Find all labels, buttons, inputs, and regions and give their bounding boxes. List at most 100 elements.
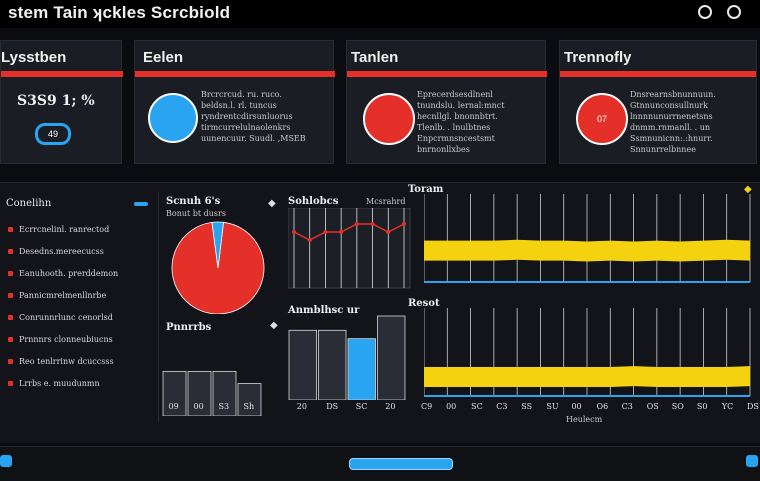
sidebar-item[interactable]: Ecrrcnelinl. ranrectod (0, 218, 158, 240)
card-accent-bar (347, 71, 547, 77)
trennofly-card[interactable]: Trennofly 07 Dnsrearnsbnunnuun. Gtnnunco… (559, 40, 757, 164)
red-status-circle: 07 (576, 93, 628, 145)
sidebar-item[interactable]: Pannicmrelmenllnrbe (0, 284, 158, 306)
card-line: tirmcurrelulnaolenkrs (201, 123, 291, 132)
bar[interactable] (377, 315, 406, 400)
bar[interactable] (162, 370, 187, 416)
gantt-bottom-chart[interactable] (424, 308, 752, 400)
gantt-bottom-ticks: C9 00 SC C3 SS SU 00 O6 C3 OS SO S0 YC DS (421, 402, 759, 414)
sidebar-item-label: Lrrbs e. muudunmn (19, 378, 100, 388)
pie-slice-main[interactable] (171, 221, 265, 314)
card-line: tnundslu. lernal:mnct (417, 101, 505, 110)
bar-tick-label: SC (355, 402, 368, 411)
pie-chart-title: Scnuh 6's (166, 196, 221, 207)
window-circle-icon[interactable] (698, 5, 712, 19)
card-title: Lysstben (1, 49, 67, 66)
series-band[interactable] (424, 239, 750, 262)
axis-tick-label: OS (646, 402, 659, 411)
axis-tick-label: SS (521, 402, 533, 411)
scrollbar-thumb[interactable] (349, 458, 453, 470)
line-point[interactable] (370, 222, 375, 226)
sidebar-item-label: Prnnnrs clonneubiucns (19, 334, 113, 344)
sidebar-item-label: Eanuhooth. prerddemon (19, 268, 119, 278)
left-scroll-button[interactable] (0, 455, 12, 467)
sidebar-item-label: Pannicmrelmenllnrbe (19, 290, 107, 300)
pie-chart-subtitle: Bonut bt dusrs (166, 209, 226, 218)
card-text-block: Dnsrearnsbnunnuun. Gtnnunconsullnurk lnn… (630, 89, 716, 155)
bullet-icon (8, 226, 13, 232)
axis-tick-label: C3 (621, 402, 633, 411)
sidebar: Conelihn Ecrrcnelinl. ranrectod Desedns.… (0, 192, 159, 422)
bar-chart-left[interactable] (162, 334, 270, 416)
bar[interactable] (347, 338, 376, 400)
axis-tick-label: C3 (496, 402, 508, 411)
card-title: Eelen (143, 49, 184, 66)
card-line: Eprecerdsesdlnenl (417, 90, 493, 99)
card-line: Tlenlb. . lnulbtnes (417, 123, 491, 132)
card-line: hecnllgl. bnonnbtrt. (417, 112, 498, 121)
status-badge[interactable]: 49 (35, 123, 71, 145)
line-chart[interactable] (288, 208, 412, 290)
bar[interactable] (318, 329, 347, 400)
diamond-icon[interactable]: ◆ (268, 198, 276, 209)
system-card[interactable]: Lysstben S3S9 1; % 49 (0, 40, 123, 164)
sidebar-item[interactable]: Reo tenlrrinw dcuccsss (0, 350, 158, 372)
card-line: beldsn.l. rl. tuncus (201, 101, 277, 110)
axis-tick-label: 00 (571, 402, 582, 411)
axis-tick-label: YC (721, 402, 734, 411)
sidebar-item[interactable]: Conrunnrlunc cenorlsd (0, 306, 158, 328)
eelen-card[interactable]: Eelen Brcrcrcud. ru. ruco. beldsn.l. rl.… (134, 40, 335, 164)
bullet-icon (8, 380, 13, 386)
bar[interactable] (212, 370, 237, 416)
sidebar-item[interactable]: Prnnnrs clonneubiucns (0, 328, 158, 350)
gantt-bottom-xlabel: Heulecm (566, 415, 603, 424)
axis-tick-label: O6 (596, 402, 609, 411)
card-text-block: Eprecerdsesdlnenl tnundslu. lernal:mnct … (417, 89, 504, 155)
pie-chart[interactable] (166, 218, 270, 314)
sidebar-title: Conelihn (6, 198, 52, 209)
bar[interactable] (288, 329, 317, 400)
sidebar-list: Ecrrcnelinl. ranrectod Desedns.mereecucs… (0, 218, 158, 394)
sidebar-item-label: Desedns.mereecucss (19, 246, 104, 256)
line-point[interactable] (402, 222, 406, 226)
toggle-icon[interactable] (134, 202, 148, 206)
bar-tick-label: 09 (168, 402, 179, 411)
line-point[interactable] (292, 230, 296, 234)
axis-tick-label: DS (747, 402, 759, 411)
app-title: stem Tain ʞckles Scrcbiold (8, 3, 231, 22)
bar[interactable] (187, 370, 212, 416)
card-title: Trennofly (564, 49, 632, 66)
bar-tick-label: 20 (296, 402, 307, 411)
card-line: uunencuur. Suudl. ,MSEB (201, 134, 306, 143)
bar-tick-label: 20 (385, 402, 396, 411)
diamond-icon[interactable]: ◆ (270, 320, 278, 331)
line-chart-legend: Mcsrahrd (366, 197, 406, 206)
gantt-top-chart[interactable] (424, 194, 752, 286)
sidebar-item[interactable]: Lrrbs e. muudunmn (0, 372, 158, 394)
card-line: Dnsrearnsbnunnuun. (630, 90, 716, 99)
pie-slice-minor[interactable] (211, 221, 224, 269)
red-status-circle (363, 93, 415, 145)
card-line: Enpcrmnsncestsmt (417, 134, 495, 143)
series-band[interactable] (424, 366, 750, 387)
line-point[interactable] (386, 230, 391, 234)
bar[interactable] (237, 383, 262, 416)
right-scroll-button[interactable] (746, 455, 758, 467)
line-point[interactable] (307, 238, 312, 242)
line-point[interactable] (354, 222, 359, 226)
bar-left-ticks: 09 00 S3 Sh (162, 402, 270, 414)
close-icon[interactable] (727, 5, 741, 19)
blue-status-circle (148, 93, 198, 143)
line-point[interactable] (323, 230, 328, 234)
sidebar-item[interactable]: Eanuhooth. prerddemon (0, 262, 158, 284)
bullet-icon (8, 248, 13, 254)
card-line: Brcrcrcud. ru. ruco. (201, 90, 282, 99)
line-series (293, 223, 405, 241)
sidebar-item[interactable]: Desedns.mereecucss (0, 240, 158, 262)
sidebar-item-label: Conrunnrlunc cenorlsd (19, 312, 113, 322)
line-point[interactable] (339, 230, 344, 234)
bar-chart-mid[interactable] (288, 304, 412, 400)
card-line: Snnunrrelbnnee (630, 145, 696, 154)
card-accent-bar (560, 71, 756, 77)
tanlen-card[interactable]: Tanlen Eprecerdsesdlnenl tnundslu. lerna… (346, 40, 547, 164)
